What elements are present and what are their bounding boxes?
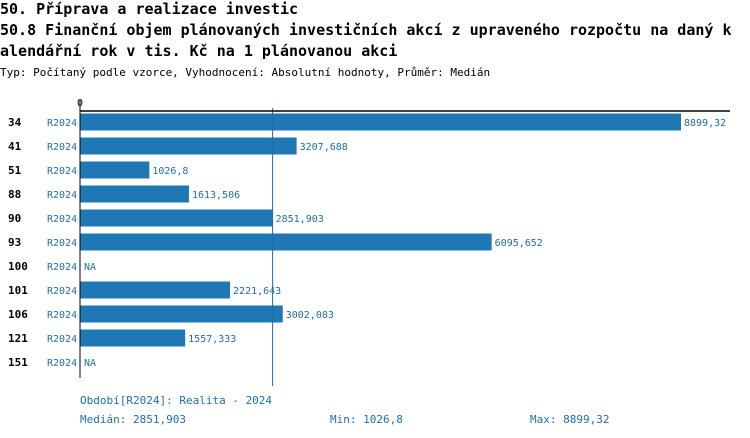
period-label: R2024 [47,310,77,321]
value-label: 3002,083 [286,310,334,321]
bar [80,185,189,203]
category-label: 90 [8,212,21,225]
bar [80,329,186,347]
period-label: R2024 [47,142,77,153]
footer-period: Období[R2024]: Realita - 2024 [80,394,273,407]
category-label: 101 [8,284,28,297]
category-label: 121 [8,332,28,345]
value-label: 2221,643 [233,286,281,297]
chart-title-line-2: alendářní rok v tis. Kč na 1 plánovanou … [0,42,398,60]
period-label: R2024 [47,286,77,297]
category-label: 106 [8,308,28,321]
category-label: 93 [8,236,21,249]
category-label: 88 [8,188,21,201]
category-label: 100 [8,260,28,273]
period-label: R2024 [47,166,77,177]
chart-title-line-1: 50.8 Finanční objem plánovaných investič… [0,21,732,39]
category-label: 41 [8,140,22,153]
bar [80,113,681,131]
value-label: NA [84,262,96,273]
period-label: R2024 [47,214,77,225]
value-label: NA [84,358,96,369]
footer-max: Max: 8899,32 [530,413,610,426]
value-label: 6095,652 [495,238,543,249]
bar [80,233,492,251]
footer-median: Medián: 2851,903 [80,413,186,426]
value-label: 1613,506 [192,190,240,201]
period-label: R2024 [47,358,77,369]
bar [80,281,231,299]
bar [80,161,150,179]
bar [80,209,273,227]
bar-chart: 034R20248899,3241R20243207,68851R2024102… [8,98,730,386]
period-label: R2024 [47,190,77,201]
value-label: 3207,688 [300,142,348,153]
bar [80,305,283,323]
value-label: 1557,333 [188,334,236,345]
page-title: 50. Příprava a realizace investic [0,0,299,18]
period-label: R2024 [47,334,77,345]
category-label: 34 [8,116,22,129]
bar [80,137,297,155]
value-label: 8899,32 [684,118,726,129]
value-label: 1026,8 [152,166,188,177]
value-label: 2851,903 [276,214,324,225]
chart-meta: Typ: Počítaný podle vzorce, Vyhodnocení:… [0,66,491,79]
period-label: R2024 [47,118,77,129]
category-label: 151 [8,356,28,369]
period-label: R2024 [47,262,77,273]
footer-min: Min: 1026,8 [330,413,403,426]
category-label: 51 [8,164,22,177]
period-label: R2024 [47,238,77,249]
